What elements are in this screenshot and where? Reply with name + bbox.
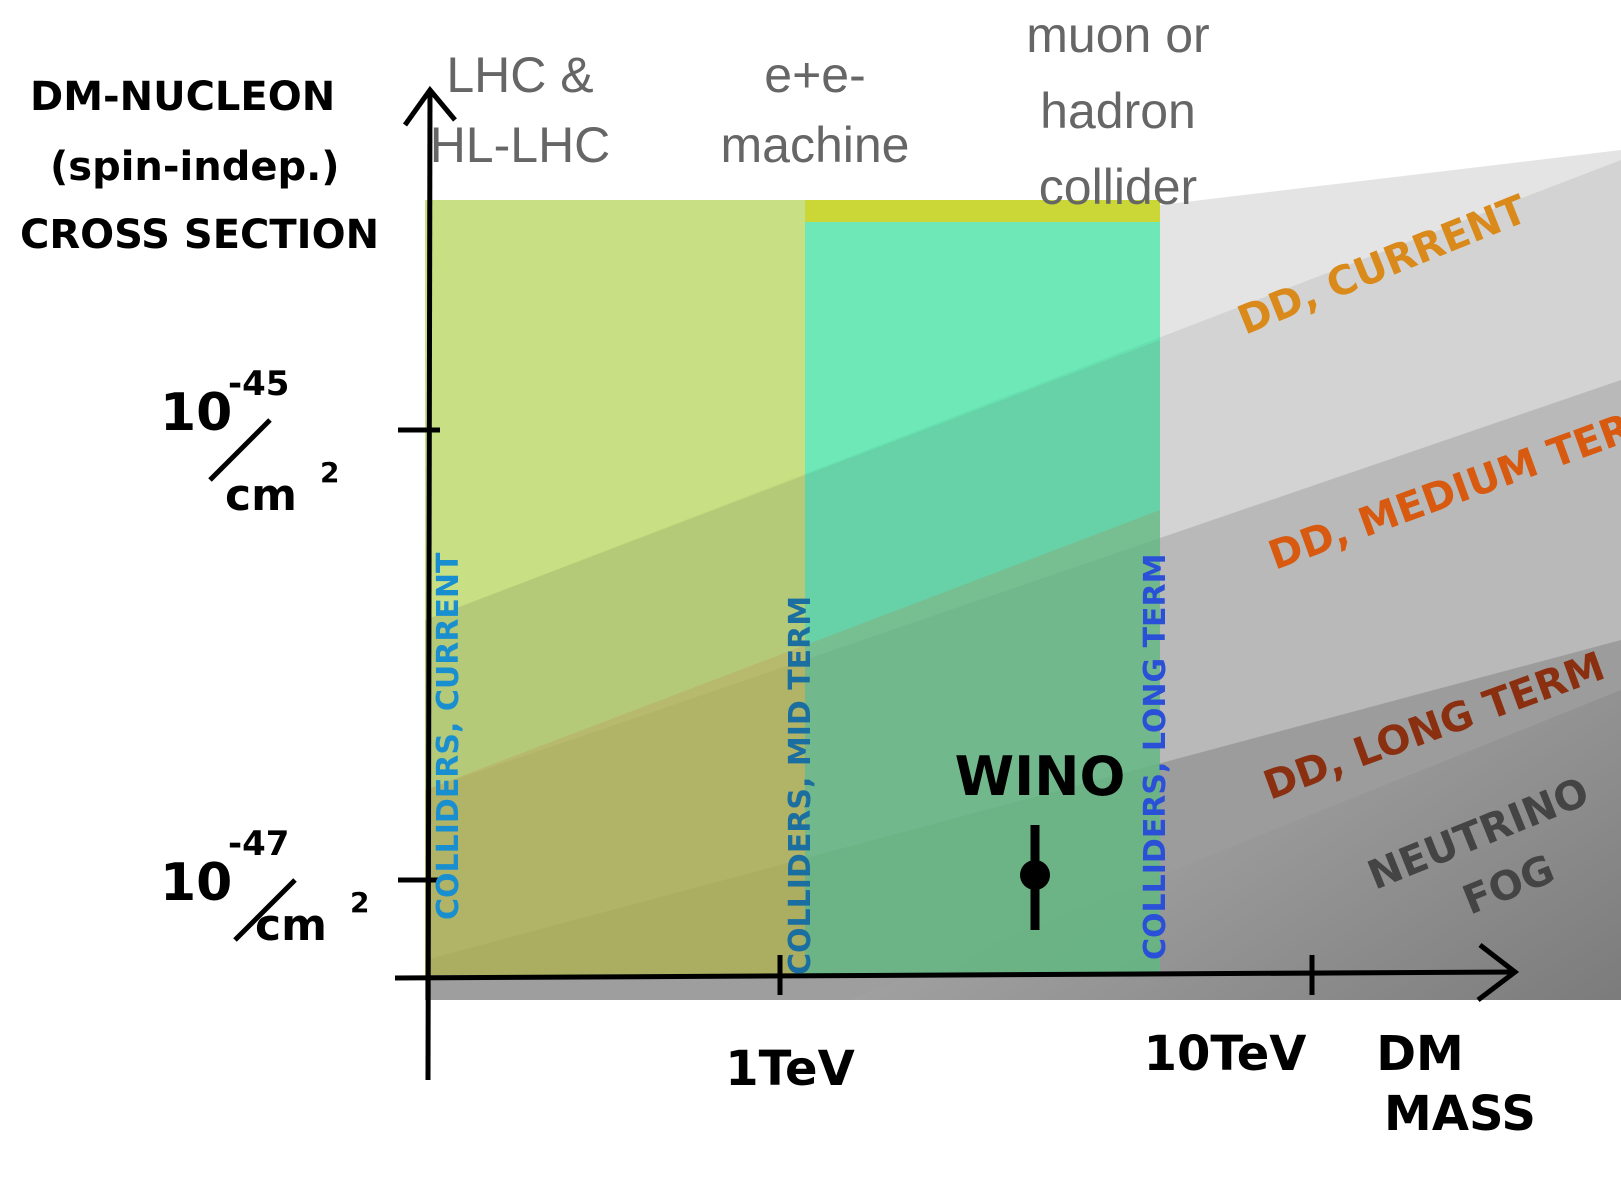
x-axis-label: MASS	[1384, 1086, 1536, 1142]
column-header: e+e-	[764, 47, 865, 103]
x-axis-label: DM	[1376, 1026, 1464, 1082]
y-axis-label: DM-NUCLEON (spin-indep.) CROSS SECTION	[20, 74, 379, 258]
y-tick-label: 10 -45 cm 2	[160, 364, 339, 521]
tick-unit-exponent: 2	[320, 456, 339, 489]
region-label: COLLIDERS, MID TERM	[783, 596, 818, 975]
tick-base: 10	[160, 383, 232, 443]
diagram: DM-NUCLEON (spin-indep.) CROSS SECTION 1…	[0, 0, 1621, 1184]
point-marker	[1020, 860, 1050, 890]
point-label: WINO	[955, 745, 1126, 808]
y-axis	[428, 90, 430, 1080]
column-header: collider	[1039, 159, 1197, 215]
tick-unit: cm	[225, 470, 297, 521]
x-tick-label: 10TeV	[1144, 1026, 1307, 1082]
column-header: LHC &	[446, 47, 593, 103]
tick-base: 10	[160, 853, 232, 913]
region-label: COLLIDERS, LONG TERM	[1138, 554, 1173, 961]
label-line: DM-NUCLEON	[30, 74, 335, 120]
tick-unit-exponent: 2	[350, 886, 369, 919]
column-header: muon or	[1026, 7, 1209, 63]
tick-unit: cm	[255, 900, 327, 951]
tick-exponent: -45	[228, 364, 289, 404]
region-label: COLLIDERS, CURRENT	[431, 552, 466, 920]
tick-exponent: -47	[228, 824, 289, 864]
label-line: (spin-indep.)	[50, 144, 340, 190]
column-header: hadron	[1040, 83, 1196, 139]
x-tick-label: 1TeV	[725, 1041, 854, 1097]
y-tick-label: 10 -47 cm 2	[160, 824, 369, 951]
label-line: CROSS SECTION	[20, 212, 379, 258]
column-header: machine	[721, 117, 910, 173]
column-header: HL-LHC	[430, 117, 611, 173]
